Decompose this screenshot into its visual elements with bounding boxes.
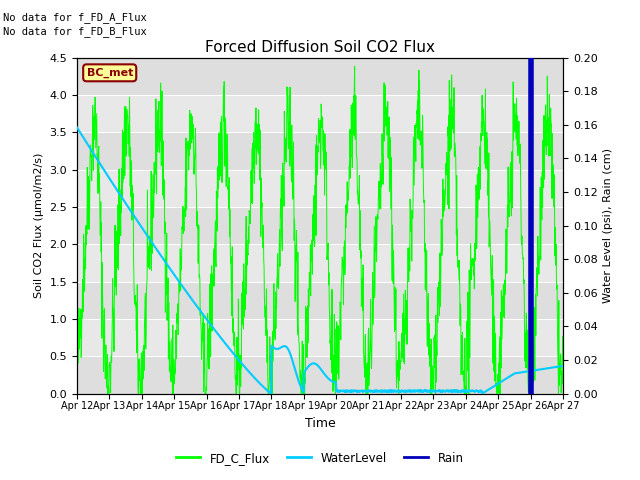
Legend: FD_C_Flux, WaterLevel, Rain: FD_C_Flux, WaterLevel, Rain	[172, 447, 468, 469]
Text: BC_met: BC_met	[86, 68, 133, 78]
Bar	[77, 132, 563, 169]
X-axis label: Time: Time	[305, 417, 335, 430]
Text: No data for f_FD_A_Flux: No data for f_FD_A_Flux	[3, 12, 147, 23]
Bar	[77, 207, 563, 244]
Title: Forced Diffusion Soil CO2 Flux: Forced Diffusion Soil CO2 Flux	[205, 40, 435, 55]
Text: No data for f_FD_B_Flux: No data for f_FD_B_Flux	[3, 26, 147, 37]
Bar	[77, 282, 563, 319]
Bar	[77, 356, 563, 394]
Bar	[77, 58, 563, 95]
Y-axis label: Water Level (psi), Rain (cm): Water Level (psi), Rain (cm)	[604, 148, 613, 303]
Y-axis label: Soil CO2 Flux (μmol/m2/s): Soil CO2 Flux (μmol/m2/s)	[34, 153, 44, 298]
